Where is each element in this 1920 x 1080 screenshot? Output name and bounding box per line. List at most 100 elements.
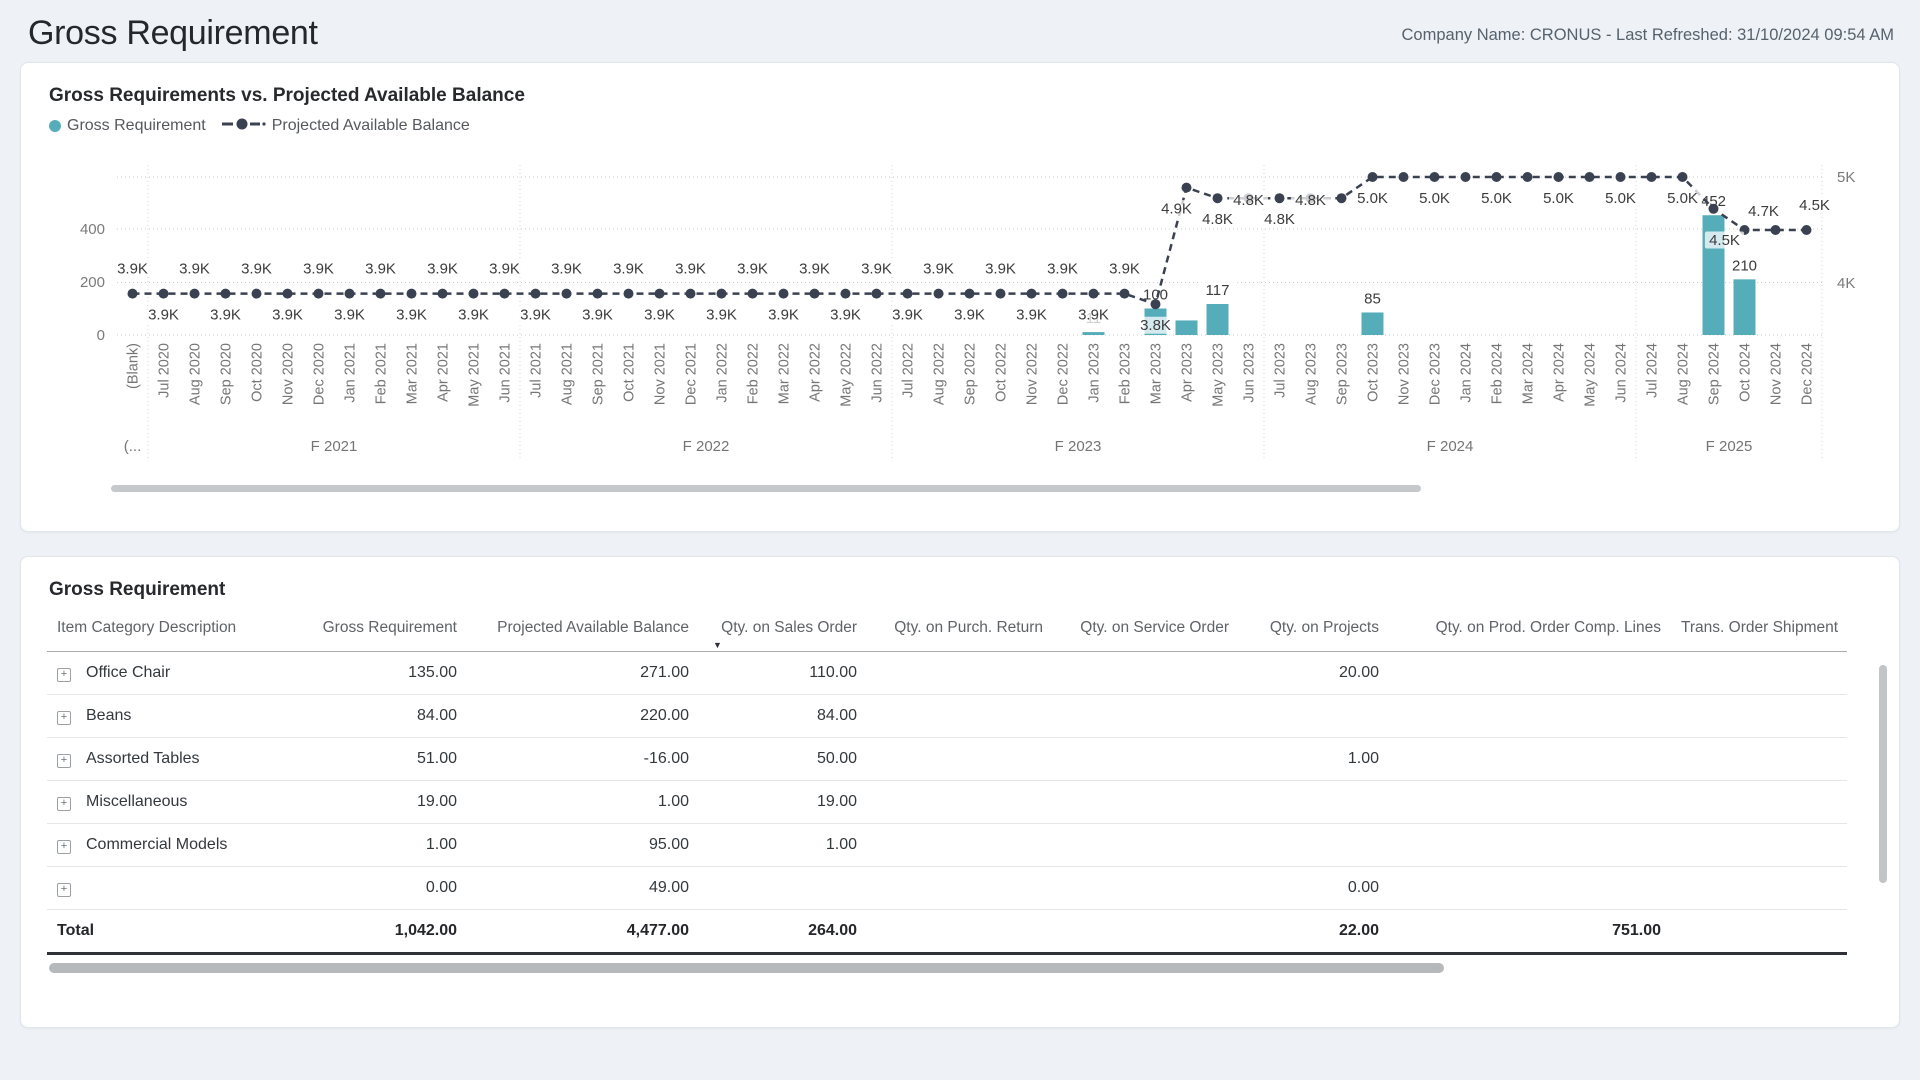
marker-22[interactable] (810, 289, 820, 299)
marker-27[interactable] (965, 289, 975, 299)
column-header-7[interactable]: Qty. on Prod. Order Comp. Lines (1389, 615, 1671, 652)
expand-row-button[interactable]: + (57, 840, 71, 854)
marker-53[interactable] (1771, 225, 1781, 235)
marker-3[interactable] (221, 289, 231, 299)
marker-51[interactable] (1709, 204, 1719, 214)
bar-35[interactable] (1207, 304, 1229, 335)
chart-horizontal-scrollbar[interactable] (111, 485, 1421, 492)
value-cell: 0.00 (1239, 867, 1389, 910)
expand-row-button[interactable]: + (57, 754, 71, 768)
expand-row-button[interactable]: + (57, 883, 71, 897)
value-cell (1671, 652, 1847, 695)
marker-1[interactable] (159, 289, 169, 299)
marker-7[interactable] (345, 289, 355, 299)
marker-30[interactable] (1058, 289, 1068, 299)
column-header-6[interactable]: Qty. on Projects (1239, 615, 1389, 652)
table-horizontal-scrollbar[interactable] (49, 963, 1444, 973)
table-row[interactable]: +0.0049.000.00 (47, 867, 1847, 910)
marker-34[interactable] (1182, 183, 1192, 193)
column-header-3[interactable]: Qty. on Sales Order▼ (699, 615, 867, 652)
marker-25[interactable] (903, 289, 913, 299)
marker-44[interactable] (1492, 172, 1502, 182)
marker-49[interactable] (1647, 172, 1657, 182)
expand-row-button[interactable]: + (57, 668, 71, 682)
table-total-row[interactable]: Total1,042.004,477.00264.0022.00751.00 (47, 910, 1847, 954)
value-cell (1389, 781, 1671, 824)
marker-40[interactable] (1368, 172, 1378, 182)
marker-23[interactable] (841, 289, 851, 299)
marker-54[interactable] (1802, 225, 1812, 235)
column-header-8[interactable]: Trans. Order Shipment (1671, 615, 1847, 652)
svg-text:Jan 2024: Jan 2024 (1459, 343, 1475, 403)
table-vertical-scrollbar[interactable] (1879, 665, 1887, 883)
table-row[interactable]: +Miscellaneous19.001.0019.00 (47, 781, 1847, 824)
marker-33[interactable] (1151, 299, 1161, 309)
bar-31[interactable] (1083, 332, 1105, 335)
svg-text:3.9K: 3.9K (117, 261, 148, 278)
svg-text:Feb 2021: Feb 2021 (374, 343, 390, 404)
svg-text:3.9K: 3.9K (985, 261, 1016, 278)
value-cell (1389, 824, 1671, 867)
marker-29[interactable] (1027, 289, 1037, 299)
marker-19[interactable] (717, 289, 727, 299)
column-header-1[interactable]: Gross Requirement (299, 615, 467, 652)
expand-row-button[interactable]: + (57, 711, 71, 725)
marker-12[interactable] (500, 289, 510, 299)
bar-52[interactable] (1734, 279, 1756, 335)
svg-text:Jan 2021: Jan 2021 (343, 343, 359, 403)
svg-text:3.9K: 3.9K (675, 261, 706, 278)
marker-42[interactable] (1430, 172, 1440, 182)
marker-15[interactable] (593, 289, 603, 299)
column-header-2[interactable]: Projected Available Balance (467, 615, 699, 652)
column-header-4[interactable]: Qty. on Purch. Return (867, 615, 1053, 652)
marker-13[interactable] (531, 289, 541, 299)
marker-16[interactable] (624, 289, 634, 299)
expand-row-button[interactable]: + (57, 797, 71, 811)
marker-37[interactable] (1275, 193, 1285, 203)
marker-26[interactable] (934, 289, 944, 299)
marker-17[interactable] (655, 289, 665, 299)
marker-43[interactable] (1461, 172, 1471, 182)
table-row[interactable]: +Commercial Models1.0095.001.00 (47, 824, 1847, 867)
marker-0[interactable] (128, 289, 138, 299)
marker-10[interactable] (438, 289, 448, 299)
column-header-5[interactable]: Qty. on Service Order (1053, 615, 1239, 652)
marker-11[interactable] (469, 289, 479, 299)
combo-chart[interactable]: 02004004K5K11100117854522103.9K3.9K3.9K3… (47, 137, 1873, 508)
svg-text:4.7K: 4.7K (1748, 203, 1779, 220)
marker-6[interactable] (314, 289, 324, 299)
marker-24[interactable] (872, 289, 882, 299)
column-header-0[interactable]: Item Category Description (47, 615, 299, 652)
marker-50[interactable] (1678, 172, 1688, 182)
svg-text:3.9K: 3.9K (830, 307, 861, 324)
marker-45[interactable] (1523, 172, 1533, 182)
marker-8[interactable] (376, 289, 386, 299)
marker-18[interactable] (686, 289, 696, 299)
marker-9[interactable] (407, 289, 417, 299)
bars-gross-requirement[interactable] (1083, 215, 1756, 335)
marker-14[interactable] (562, 289, 572, 299)
marker-31[interactable] (1089, 289, 1099, 299)
marker-2[interactable] (190, 289, 200, 299)
table-row[interactable]: +Assorted Tables51.00-16.0050.001.00 (47, 738, 1847, 781)
marker-46[interactable] (1554, 172, 1564, 182)
value-cell: 95.00 (467, 824, 699, 867)
bar-40[interactable] (1362, 312, 1384, 335)
marker-5[interactable] (283, 289, 293, 299)
marker-39[interactable] (1337, 193, 1347, 203)
marker-35[interactable] (1213, 193, 1223, 203)
marker-4[interactable] (252, 289, 262, 299)
marker-47[interactable] (1585, 172, 1595, 182)
legend-item-gross-requirement[interactable]: Gross Requirement (49, 117, 206, 135)
marker-32[interactable] (1120, 289, 1130, 299)
marker-28[interactable] (996, 289, 1006, 299)
table-row[interactable]: +Office Chair135.00271.00110.0020.00 (47, 652, 1847, 695)
svg-text:3.9K: 3.9K (334, 307, 365, 324)
legend-item-projected-available-balance[interactable]: Projected Available Balance (220, 117, 470, 135)
marker-21[interactable] (779, 289, 789, 299)
marker-20[interactable] (748, 289, 758, 299)
marker-48[interactable] (1616, 172, 1626, 182)
bar-34[interactable] (1176, 320, 1198, 335)
marker-41[interactable] (1399, 172, 1409, 182)
table-row[interactable]: +Beans84.00220.0084.00 (47, 695, 1847, 738)
